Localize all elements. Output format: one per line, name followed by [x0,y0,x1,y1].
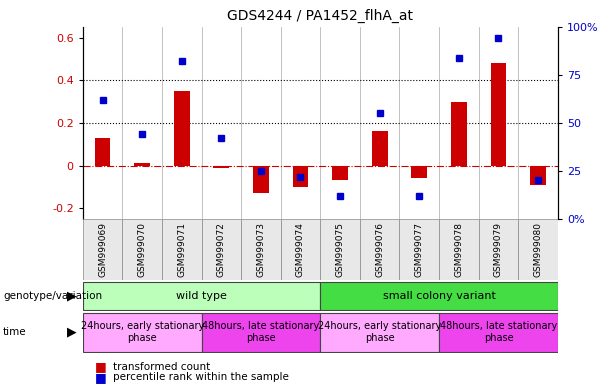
Bar [83,313,202,352]
Bar [202,313,321,352]
Text: ▶: ▶ [67,289,77,302]
Bar [174,91,189,166]
Bar [281,219,321,280]
Text: GSM999075: GSM999075 [335,222,345,277]
Bar [439,313,558,352]
Bar [411,166,427,178]
Bar [202,219,241,280]
Text: small colony variant: small colony variant [383,291,495,301]
Text: GSM999069: GSM999069 [98,222,107,277]
Bar [360,219,400,280]
Bar [400,219,439,280]
Bar [321,281,558,310]
Bar [213,166,229,168]
Text: GSM999076: GSM999076 [375,222,384,277]
Text: GSM999080: GSM999080 [533,222,543,277]
Text: ■: ■ [95,371,107,384]
Text: GSM999079: GSM999079 [494,222,503,277]
Text: time: time [3,327,27,337]
Bar [94,138,110,166]
Text: 24hours, early stationary
phase: 24hours, early stationary phase [318,321,441,343]
Title: GDS4244 / PA1452_flhA_at: GDS4244 / PA1452_flhA_at [227,9,413,23]
Bar [451,101,466,166]
Bar [371,131,387,166]
Bar [490,63,506,166]
Text: wild type: wild type [176,291,227,301]
Text: GSM999070: GSM999070 [138,222,147,277]
Text: GSM999071: GSM999071 [177,222,186,277]
Text: ▶: ▶ [67,326,77,339]
Bar [134,164,150,166]
Text: genotype/variation: genotype/variation [3,291,102,301]
Bar [479,219,518,280]
Text: 48hours, late stationary
phase: 48hours, late stationary phase [440,321,557,343]
Bar [123,219,162,280]
Bar [439,219,479,280]
Bar [162,219,202,280]
Bar [253,166,269,193]
Bar [83,281,321,310]
Bar [332,166,348,180]
Bar [321,219,360,280]
Text: 24hours, early stationary
phase: 24hours, early stationary phase [80,321,204,343]
Bar [83,219,123,280]
Bar [321,313,439,352]
Text: percentile rank within the sample: percentile rank within the sample [113,372,289,382]
Bar [530,166,546,185]
Text: GSM999072: GSM999072 [217,222,226,277]
Bar [292,166,308,187]
Text: ■: ■ [95,360,107,373]
Text: GSM999078: GSM999078 [454,222,463,277]
Text: transformed count: transformed count [113,362,211,372]
Text: 48hours, late stationary
phase: 48hours, late stationary phase [202,321,319,343]
Text: GSM999077: GSM999077 [415,222,424,277]
Bar [241,219,281,280]
Bar [518,219,558,280]
Text: GSM999074: GSM999074 [296,222,305,277]
Text: GSM999073: GSM999073 [256,222,265,277]
